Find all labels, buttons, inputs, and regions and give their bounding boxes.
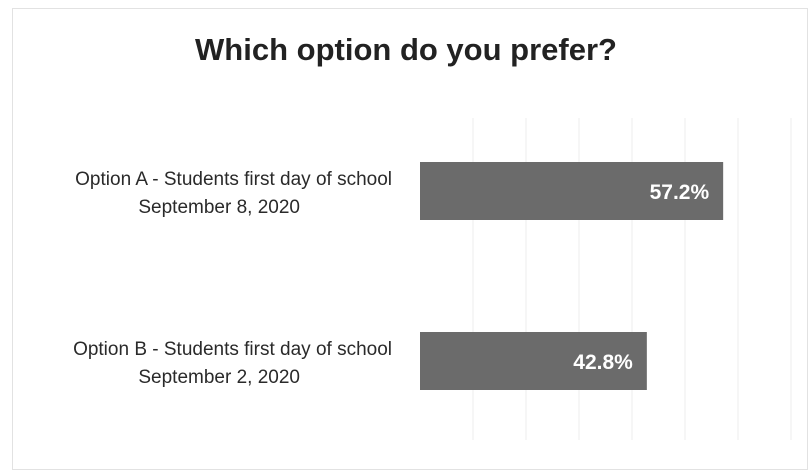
category-label-date: September 8, 2020 bbox=[138, 197, 300, 218]
bar bbox=[420, 162, 724, 220]
data-label: 57.2% bbox=[650, 181, 710, 204]
chart-title: Which option do you prefer? bbox=[195, 32, 617, 67]
chart-frame bbox=[12, 8, 808, 470]
category-label: Option B - Students first day of school bbox=[73, 339, 392, 360]
data-label: 42.8% bbox=[573, 351, 633, 374]
bar bbox=[420, 332, 647, 390]
bars: 57.2% 42.8% bbox=[420, 162, 724, 390]
category-label-date: September 2, 2020 bbox=[138, 367, 300, 388]
category-label: Option A - Students first day of school bbox=[75, 169, 392, 190]
category-labels: Option A - Students first day of school S… bbox=[73, 169, 392, 388]
